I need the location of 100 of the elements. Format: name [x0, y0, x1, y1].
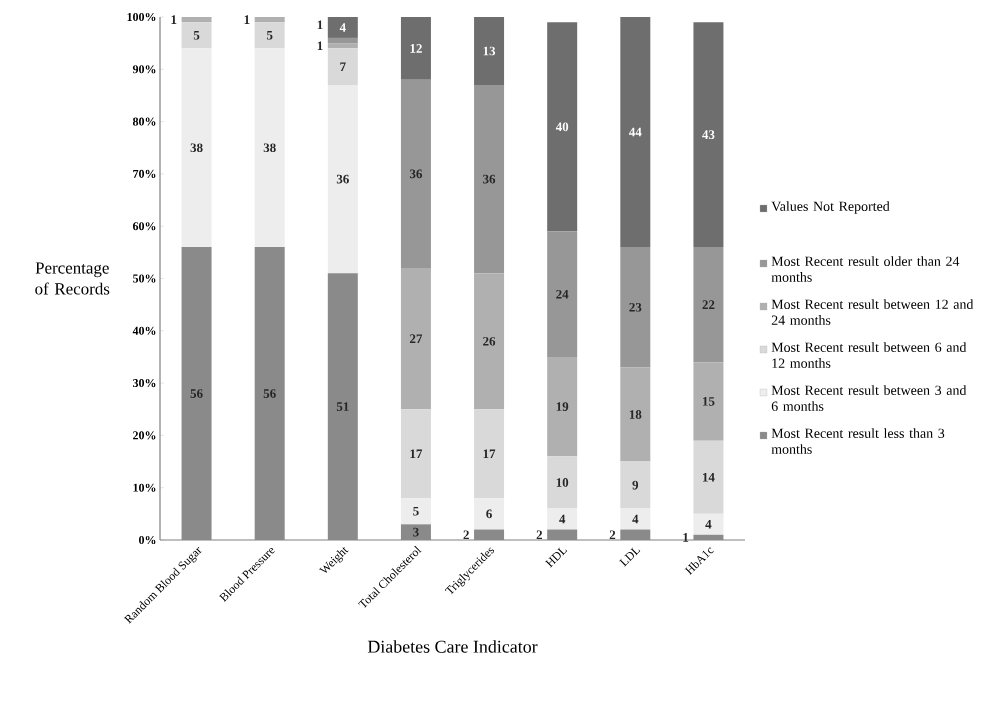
- y-tick-label: 10%: [133, 483, 156, 492]
- data-label: 15: [702, 397, 715, 406]
- bar: [254, 16, 285, 23]
- bar: [327, 43, 358, 49]
- bar: [474, 498, 505, 530]
- bar: [181, 22, 212, 49]
- bar: [620, 16, 651, 248]
- bar: [474, 16, 505, 85]
- y-tick-label: 20%: [133, 431, 156, 440]
- data-label: 36: [336, 174, 349, 184]
- legend-label: Most Recent result between 6 and 12 months: [771, 342, 967, 368]
- y-tick-label: 30%: [133, 379, 156, 388]
- y-tick-label: 50%: [133, 274, 156, 283]
- bar: [620, 367, 651, 462]
- data-label: 14: [702, 472, 715, 482]
- data-label: 4: [705, 520, 712, 529]
- data-label: 12: [410, 44, 422, 53]
- data-label: 9: [632, 480, 639, 490]
- bar: [547, 356, 578, 457]
- bar: [254, 48, 285, 248]
- bar: [327, 48, 358, 85]
- data-label: 23: [629, 302, 642, 312]
- data-label: 24: [556, 289, 569, 299]
- data-label: 43: [702, 130, 715, 140]
- data-label: 1: [171, 15, 177, 24]
- bar: [327, 16, 358, 38]
- legend-label: Most Recent result between 3 and 6 months: [771, 385, 967, 411]
- data-label: 1: [317, 41, 323, 51]
- data-label: 1: [683, 533, 689, 542]
- y-tick-label: 100%: [127, 12, 156, 22]
- y-axis-title: Percentage of Records: [35, 262, 110, 295]
- data-label: 19: [556, 402, 569, 411]
- data-label: 36: [483, 174, 496, 184]
- data-label: 2: [609, 530, 616, 540]
- data-label: 1: [244, 15, 250, 24]
- x-tick-label: LDL: [619, 547, 641, 567]
- data-label: 36: [409, 169, 423, 179]
- bar: [474, 273, 505, 410]
- data-label: 1: [317, 20, 323, 30]
- data-label: 4: [632, 514, 639, 524]
- data-label: 26: [483, 336, 496, 346]
- data-label: 7: [340, 62, 346, 71]
- bar: [400, 498, 431, 525]
- bar: [620, 461, 651, 509]
- data-label: 5: [266, 30, 273, 40]
- bar: [327, 37, 358, 44]
- data-label: 51: [336, 402, 349, 411]
- y-tick-label: 60%: [132, 222, 156, 231]
- data-label: 5: [193, 30, 200, 40]
- bar: [400, 268, 431, 410]
- data-label: 17: [410, 449, 423, 458]
- bar: [547, 456, 578, 509]
- x-axis-title: Diabetes Care Indicator: [367, 640, 538, 653]
- data-label: 10: [556, 478, 569, 487]
- data-label: 38: [263, 143, 276, 153]
- bar: [400, 16, 431, 80]
- bar: [693, 362, 724, 441]
- data-label: 4: [559, 514, 566, 524]
- data-label: 44: [629, 127, 642, 137]
- data-label: 5: [413, 506, 419, 516]
- data-label: 40: [555, 122, 569, 132]
- legend-label: Values Not Reported: [771, 201, 890, 214]
- bar: [547, 22, 578, 232]
- data-label: 17: [483, 449, 496, 458]
- data-label: 2: [463, 530, 469, 540]
- y-tick-label: 70%: [133, 169, 156, 178]
- y-tick-label: 0%: [139, 535, 156, 545]
- bar: [400, 409, 431, 499]
- bar: [254, 22, 285, 49]
- bar: [400, 79, 431, 269]
- bar: [547, 231, 578, 357]
- bar: [693, 513, 724, 535]
- data-label: 22: [702, 300, 715, 309]
- bar: [181, 48, 212, 248]
- legend-label: Most Recent result older than 24 months: [771, 256, 960, 282]
- data-label: 56: [263, 389, 276, 398]
- data-label: 13: [483, 46, 496, 56]
- y-tick-label: 40%: [132, 326, 156, 335]
- bar: [620, 508, 651, 530]
- data-label: 56: [190, 389, 203, 398]
- y-tick-label: 80%: [132, 117, 156, 126]
- bar: [474, 84, 505, 274]
- bar: [693, 22, 724, 248]
- bar: [620, 247, 651, 368]
- legend-label: Most Recent result between 12 and 24 months: [771, 299, 974, 325]
- data-label: 2: [536, 530, 543, 540]
- data-label: 38: [190, 143, 203, 153]
- data-label: 18: [629, 410, 642, 419]
- bar: [181, 16, 212, 23]
- bar: [474, 409, 505, 499]
- bar: [693, 440, 724, 514]
- legend-label: Most Recent result less than 3 months: [771, 428, 945, 454]
- data-label: 6: [486, 509, 492, 519]
- data-label: 4: [339, 23, 346, 32]
- data-label: 27: [410, 334, 423, 343]
- bar: [327, 84, 358, 274]
- bar: [693, 247, 724, 363]
- data-label: 3: [413, 527, 419, 537]
- bar: [547, 508, 578, 530]
- y-tick-label: 90%: [132, 65, 156, 74]
